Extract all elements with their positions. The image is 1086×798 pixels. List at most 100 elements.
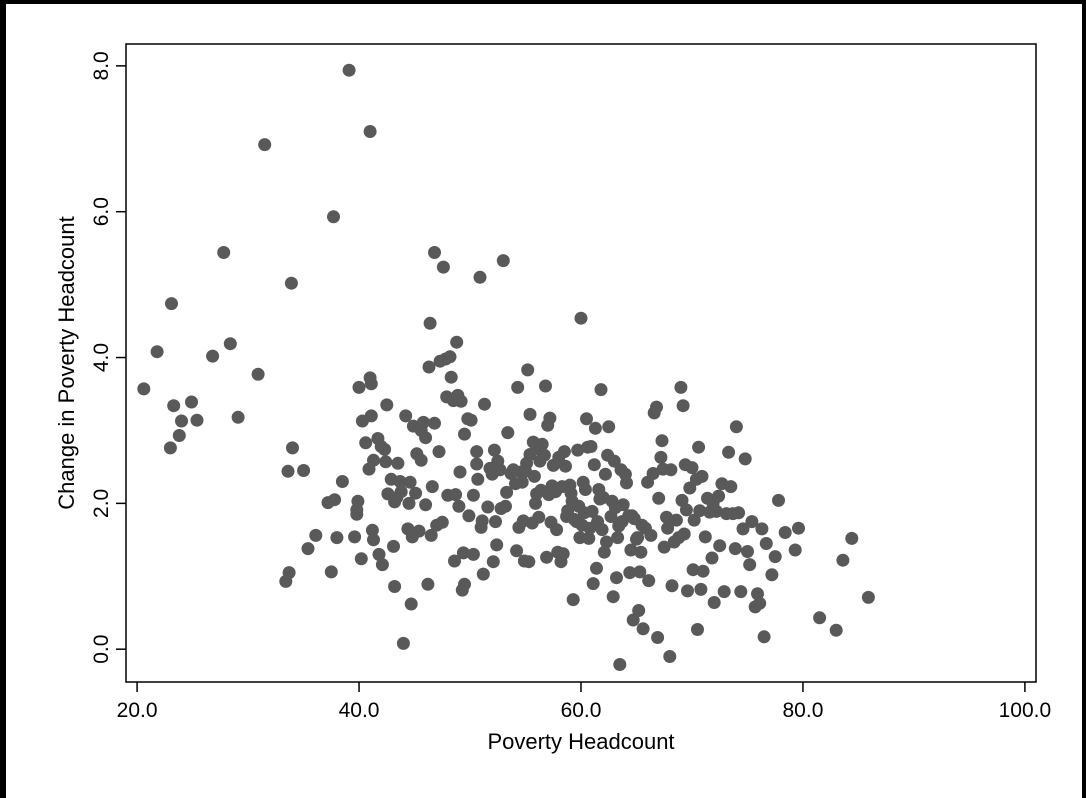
data-point (713, 539, 727, 553)
data-point (175, 414, 188, 428)
data-point (712, 489, 726, 503)
data-point (327, 210, 340, 224)
data-point (722, 445, 736, 459)
y-tick-label: 0.0 (90, 635, 113, 664)
data-point (489, 515, 502, 529)
data-point (185, 395, 198, 409)
data-point (724, 480, 738, 494)
data-point (137, 382, 151, 396)
data-point (644, 528, 658, 542)
data-point (432, 445, 446, 459)
data-point (634, 545, 648, 559)
data-point (419, 431, 433, 445)
data-point (359, 436, 373, 450)
data-point (281, 464, 295, 478)
data-point (623, 566, 637, 580)
data-point (470, 457, 484, 471)
x-tick-label: 40.0 (339, 699, 380, 722)
data-point (778, 526, 792, 539)
data-point (665, 579, 679, 593)
data-point (470, 445, 484, 459)
data-point (490, 538, 504, 552)
data-point (416, 415, 430, 429)
data-point (206, 349, 220, 363)
data-point (297, 464, 311, 477)
y-tick-label: 4.0 (90, 343, 113, 372)
data-point (364, 409, 378, 423)
data-point (510, 544, 524, 558)
data-point (587, 458, 601, 472)
data-point (631, 531, 645, 545)
data-point (348, 530, 362, 544)
data-point (788, 543, 802, 557)
data-point (521, 363, 535, 377)
x-tick-label: 20.0 (117, 699, 158, 722)
data-point (606, 590, 620, 604)
data-point (861, 590, 875, 604)
data-point (515, 475, 529, 489)
x-tick-label: 100.0 (999, 699, 1052, 722)
data-point (487, 443, 501, 457)
x-tick-label: 80.0 (783, 699, 824, 722)
data-point (458, 427, 471, 441)
data-point (496, 254, 510, 268)
data-point (571, 443, 585, 457)
data-point (691, 623, 704, 636)
data-point (364, 377, 378, 391)
data-point (595, 523, 609, 537)
data-point (396, 636, 410, 650)
data-point (223, 337, 237, 351)
data-point (663, 650, 677, 663)
data-point (557, 445, 571, 459)
data-point (586, 577, 600, 591)
data-point (633, 565, 647, 579)
data-point (537, 448, 551, 462)
data-point (217, 246, 231, 259)
data-point (473, 270, 487, 284)
frame-left-border (0, 0, 6, 798)
data-point (585, 504, 599, 518)
data-point (539, 379, 552, 393)
data-point (543, 411, 557, 425)
data-point (743, 558, 757, 572)
data-point (792, 521, 805, 535)
data-point (486, 555, 500, 569)
data-point (423, 316, 437, 330)
data-point (466, 488, 480, 502)
data-point (419, 498, 433, 512)
data-point (757, 630, 771, 644)
data-point (150, 345, 164, 359)
data-point (696, 564, 710, 578)
data-point (391, 456, 405, 470)
data-point (163, 441, 177, 455)
data-point (511, 380, 525, 394)
data-point (685, 461, 699, 475)
data-point (772, 493, 785, 507)
data-point (745, 515, 759, 529)
data-point (458, 577, 471, 591)
data-point (414, 453, 428, 467)
data-point (694, 582, 708, 596)
y-tick-label: 6.0 (90, 197, 113, 226)
data-point (738, 452, 752, 466)
data-point (600, 535, 613, 549)
data-point (602, 420, 616, 434)
data-point (674, 380, 688, 394)
data-point (165, 297, 178, 311)
data-point (501, 426, 515, 440)
data-point (611, 531, 625, 545)
data-point (378, 442, 392, 456)
data-point (755, 522, 769, 536)
y-tick-label: 8.0 (90, 51, 113, 80)
data-point (580, 412, 593, 426)
data-point (598, 467, 612, 481)
y-axis-title: Change in Poverty Headcount (54, 216, 79, 510)
data-point (309, 528, 323, 542)
data-point (550, 523, 564, 537)
data-point (421, 577, 435, 591)
data-point (435, 515, 449, 529)
data-point (654, 450, 668, 464)
data-point (676, 399, 690, 413)
data-point (190, 413, 204, 427)
data-points (137, 63, 875, 671)
